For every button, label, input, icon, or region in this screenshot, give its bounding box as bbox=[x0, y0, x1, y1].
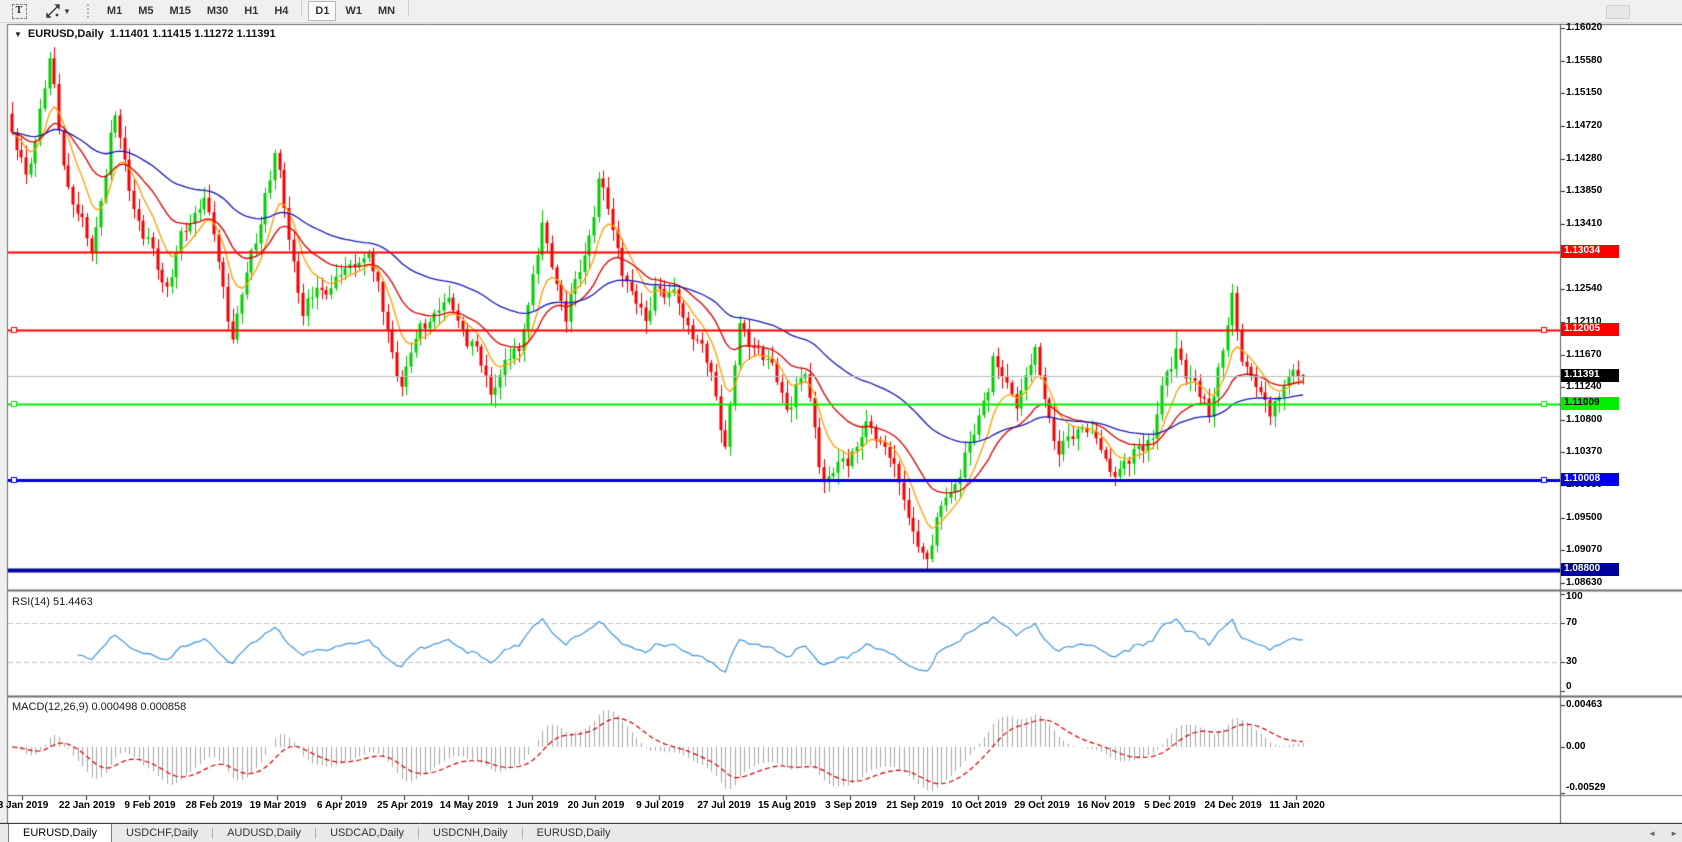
timeframe-button-d1[interactable]: D1 bbox=[308, 1, 337, 21]
price-axis-tick: 1.12110 bbox=[1566, 316, 1602, 327]
macd-indicator-label: MACD(12,26,9) 0.000498 0.000858 bbox=[12, 701, 187, 713]
tab-usdchf-daily-1[interactable]: USDCHF,Daily bbox=[125, 827, 199, 839]
chart-title: ▼ EURUSD,Daily 1.11401 1.11415 1.11272 1.… bbox=[14, 28, 276, 40]
price-axis-tick: 1.15580 bbox=[1566, 55, 1603, 66]
chart-tab-bar: EURUSD,Daily USDCHF,Daily AUDUSD,Daily USDC… bbox=[0, 824, 1682, 842]
date-axis-label: 9 Jul 2019 bbox=[636, 800, 684, 811]
tab-usdcad-daily-3[interactable]: USDCAD,Daily bbox=[330, 827, 405, 839]
timeframe-button-h4[interactable]: H4 bbox=[274, 5, 289, 17]
date-axis-label: 9 Feb 2019 bbox=[124, 800, 176, 811]
text-tool-icon: T bbox=[11, 3, 27, 19]
date-axis-label: 3 Jan 2019 bbox=[0, 800, 49, 811]
date-axis-label: 22 Jan 2019 bbox=[58, 800, 116, 811]
timeframe-button-m5[interactable]: M5 bbox=[138, 5, 154, 17]
macd-axis-tick: -0.00529 bbox=[1566, 782, 1606, 793]
date-axis-label: 5 Dec 2019 bbox=[1144, 800, 1196, 811]
chart-symbol: EURUSD,Daily bbox=[27, 28, 104, 40]
rsi-indicator-label: RSI(14) 51.4463 bbox=[12, 596, 93, 608]
hline-price-badge: 1.12005 bbox=[1561, 323, 1619, 336]
bar-high-value: 1.11415 bbox=[152, 28, 192, 40]
price-axis-tick: 1.13410 bbox=[1566, 218, 1603, 229]
date-axis-label: 25 Apr 2019 bbox=[377, 800, 433, 811]
bar-close-value: 1.11391 bbox=[236, 28, 276, 40]
current-price-badge: 1.11391 bbox=[1561, 369, 1619, 382]
rsi-axis-tick: 70 bbox=[1566, 617, 1578, 628]
cursor-tool-button[interactable]: ▼ bbox=[39, 1, 78, 21]
toolbar-grip[interactable] bbox=[86, 4, 94, 18]
hline-price-badge: 1.10008 bbox=[1561, 473, 1619, 486]
price-axis-tick: 1.11240 bbox=[1566, 381, 1602, 392]
tab-usdcnh-daily-4[interactable]: USDCNH,Daily bbox=[433, 827, 508, 839]
price-axis-tick: 1.11670 bbox=[1566, 349, 1602, 360]
date-axis-label: 15 Aug 2019 bbox=[758, 800, 816, 811]
hline-price-badge: 1.13034 bbox=[1561, 245, 1619, 258]
macd-axis-tick: 0.00 bbox=[1566, 741, 1586, 752]
tab-scroll-right-button[interactable]: ► bbox=[1670, 828, 1678, 838]
date-axis-label: 14 May 2019 bbox=[439, 800, 499, 811]
timeframe-button-h1[interactable]: H1 bbox=[244, 5, 259, 17]
timeframe-button-m30[interactable]: M30 bbox=[206, 5, 229, 17]
price-axis-tick: 1.10800 bbox=[1566, 414, 1603, 425]
date-axis-label: 24 Dec 2019 bbox=[1204, 800, 1262, 811]
bar-low-value: 1.11272 bbox=[194, 28, 234, 40]
date-axis-label: 6 Apr 2019 bbox=[316, 800, 368, 811]
date-axis-label: 11 Jan 2020 bbox=[1269, 800, 1325, 811]
price-axis-tick: 1.10370 bbox=[1566, 446, 1603, 457]
price-axis-tick: 1.12540 bbox=[1566, 283, 1603, 294]
hline-price-badge: 1.11009 bbox=[1561, 397, 1619, 410]
price-axis-tick: 1.08630 bbox=[1566, 577, 1603, 588]
date-axis-label: 10 Oct 2019 bbox=[951, 800, 1007, 811]
tab-eurusd-daily-5[interactable]: EURUSD,Daily bbox=[536, 827, 611, 839]
timeframe-button-m1[interactable]: M1 bbox=[106, 5, 123, 17]
date-axis-label: 1 Jun 2019 bbox=[507, 800, 559, 811]
date-axis-label: 27 Jul 2019 bbox=[697, 800, 751, 811]
timeframe-button-w1[interactable]: W1 bbox=[345, 5, 362, 17]
date-axis-label: 20 Jun 2019 bbox=[567, 800, 625, 811]
date-axis-label: 29 Oct 2019 bbox=[1014, 800, 1070, 811]
rsi-axis-tick: 0 bbox=[1566, 681, 1572, 692]
symbol-dropdown-icon[interactable]: ▼ bbox=[14, 30, 22, 39]
move-arrows-icon bbox=[46, 4, 60, 18]
chevron-down-icon: ▼ bbox=[63, 6, 71, 16]
timeframe-buttons: M1 M5 M15 M30 H1 H4 D1 W1 MN bbox=[99, 0, 414, 22]
date-axis-label: 19 Mar 2019 bbox=[249, 800, 307, 811]
price-axis-tick: 1.14280 bbox=[1566, 153, 1603, 164]
macd-axis-tick: 0.00463 bbox=[1566, 699, 1603, 710]
timeframe-button-mn[interactable]: MN bbox=[377, 5, 396, 17]
toolbar-overflow-button[interactable] bbox=[1606, 5, 1630, 19]
timeframe-button-m15[interactable]: M15 bbox=[169, 5, 191, 17]
rsi-axis-tick: 100 bbox=[1566, 591, 1583, 602]
date-axis-label: 28 Feb 2019 bbox=[185, 800, 243, 811]
tab-eurusd-daily-0[interactable]: EURUSD,Daily bbox=[8, 824, 112, 842]
hline-price-badge: 1.08800 bbox=[1561, 563, 1619, 576]
chart-toolbar: T ▼ M1 M5 M15 M30 H1 H4 D1 W1 MN bbox=[0, 0, 1682, 23]
date-axis-label: 3 Sep 2019 bbox=[825, 800, 877, 811]
tab-audusd-daily-2[interactable]: AUDUSD,Daily bbox=[227, 827, 302, 839]
price-axis-tick: 1.13850 bbox=[1566, 185, 1603, 196]
price-axis-tick: 1.15150 bbox=[1566, 87, 1603, 98]
tab-scroll-left-button[interactable]: ◄ bbox=[1648, 828, 1657, 838]
bar-open-value: 1.11401 bbox=[109, 28, 149, 40]
price-axis-tick: 1.09070 bbox=[1566, 544, 1603, 555]
price-axis-tick: 1.16020 bbox=[1566, 22, 1603, 33]
price-axis-tick: 1.14720 bbox=[1566, 120, 1603, 131]
date-axis-label: 21 Sep 2019 bbox=[886, 800, 944, 811]
text-tool-button[interactable]: T bbox=[1, 1, 37, 21]
price-axis-tick: 1.09500 bbox=[1566, 512, 1603, 523]
rsi-axis-tick: 30 bbox=[1566, 656, 1578, 667]
date-axis-label: 16 Nov 2019 bbox=[1077, 800, 1135, 811]
